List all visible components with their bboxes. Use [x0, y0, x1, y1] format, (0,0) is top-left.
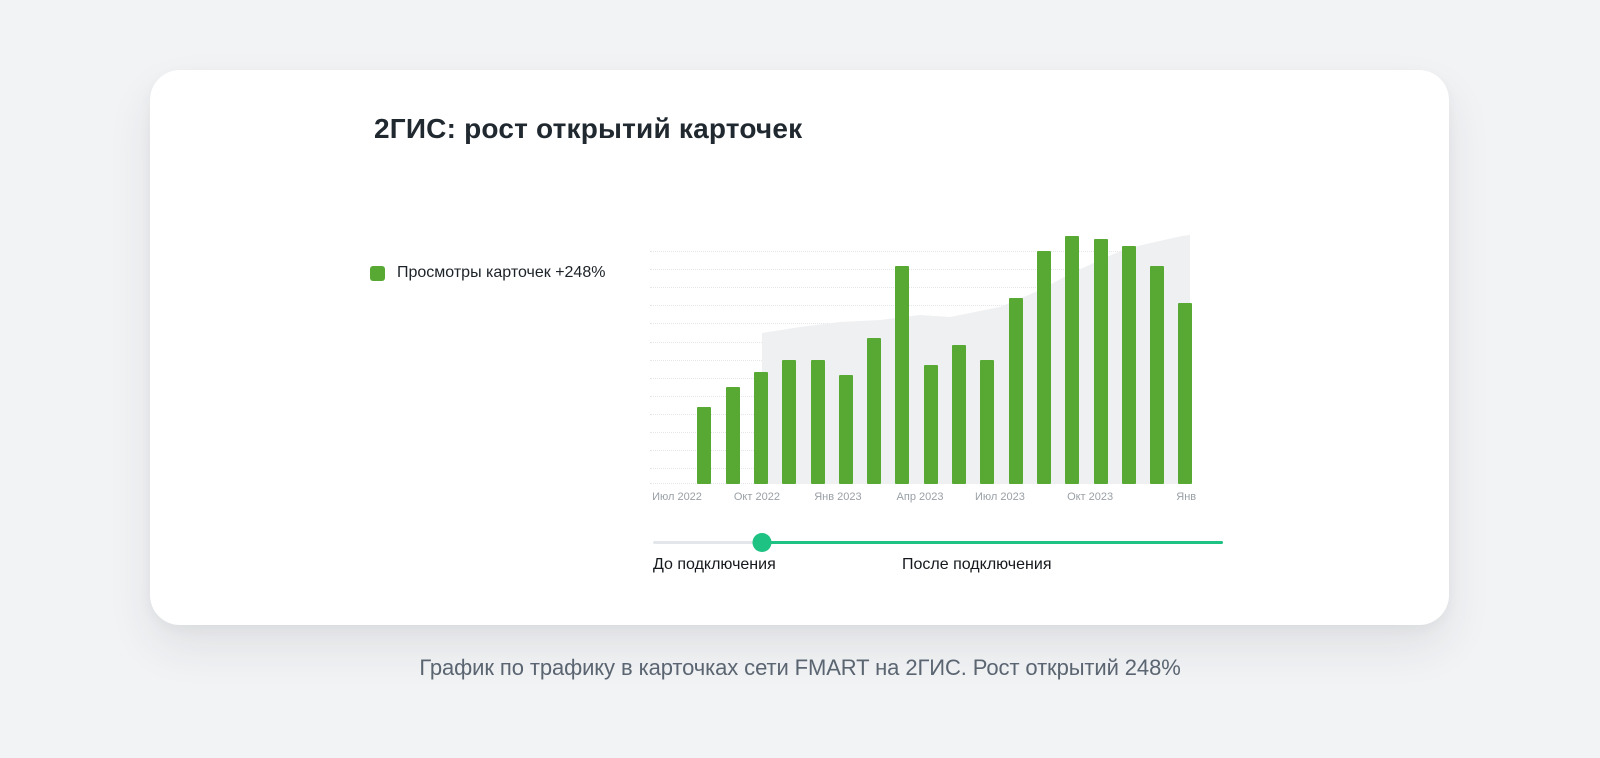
x-tick-label: Окт 2023 — [1067, 491, 1114, 503]
bar-Ноя 2023 — [1150, 265, 1165, 484]
bar-Авг 2023 — [1065, 236, 1080, 484]
gridline — [650, 269, 1190, 271]
bar-Июл 2023 — [1036, 250, 1051, 484]
gridline — [650, 305, 1190, 307]
bar-Сен 2023 — [1093, 238, 1108, 484]
bar-Июн 2023 — [1008, 298, 1023, 484]
slider-label-before: До подключения — [653, 556, 776, 573]
x-tick-label: Июл 2023 — [974, 491, 1025, 503]
x-tick-label: Окт 2022 — [733, 491, 780, 503]
bar-Сен 2022 — [753, 372, 768, 484]
bar-Окт 2022 — [782, 360, 797, 484]
bar-Авг 2022 — [725, 387, 740, 484]
x-tick-label: Июл 2022 — [652, 491, 702, 503]
page-title: 2ГИС: рост открытий карточек — [374, 113, 803, 144]
stats-card: 2ГИС: рост открытий карточек Просмотры к… — [150, 70, 1449, 625]
x-axis: Июл 2022 Окт 2022 Янв 2023 Апр 2023 Июл 2023… — [650, 484, 1196, 504]
slider-label-after: После подключения — [902, 556, 1052, 573]
bar-Дек 2022 — [838, 374, 853, 484]
bar-Дек 2023 — [1178, 303, 1193, 484]
x-tick-label: Янв 2023 — [814, 491, 862, 503]
bar-chart: Июл 2022 Окт 2022 Янв 2023 Апр 2023 Июл 2023… — [650, 230, 1196, 503]
x-tick-label: Апр 2023 — [896, 491, 944, 503]
chart-caption: График по трафику в карточках сети FMART… — [419, 655, 1181, 680]
bar-Май 2023 — [980, 360, 995, 484]
slider-track-active[interactable] — [761, 541, 1223, 544]
bar-Фев 2023 — [895, 265, 910, 484]
legend-label: Просмотры карточек +248% — [397, 264, 606, 281]
legend: Просмотры карточек +248% — [370, 264, 605, 282]
gridline — [650, 251, 1190, 252]
bar-Апр 2023 — [952, 345, 966, 484]
bar-Янв 2023 — [867, 337, 882, 484]
x-tick-label: Янв — [1176, 491, 1197, 503]
bar-Окт 2023 — [1121, 245, 1136, 484]
timeline-slider: До подключения После подключения — [653, 525, 1223, 615]
bar-Июл 2022 — [697, 407, 712, 484]
gridline — [650, 287, 1190, 289]
slider-knob[interactable] — [752, 533, 772, 552]
bar-Ноя 2022 — [810, 360, 825, 484]
bar-Мар 2023 — [923, 365, 938, 484]
legend-color-swatch — [370, 265, 385, 281]
